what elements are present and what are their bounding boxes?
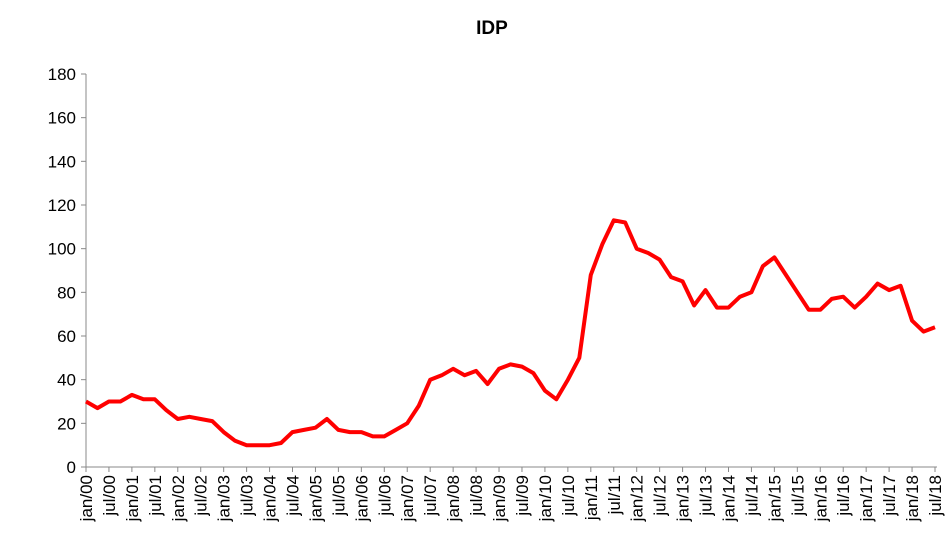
x-tick-label: jul/11 — [605, 475, 624, 515]
x-tick-label: jul/05 — [329, 475, 348, 517]
x-tick-label: jul/07 — [421, 475, 440, 517]
x-tick-label: jul/14 — [742, 475, 761, 517]
x-tick-label: jan/17 — [857, 475, 876, 522]
y-tick-label: 80 — [57, 283, 76, 302]
y-tick-label: 120 — [48, 196, 76, 215]
x-tick-label: jul/18 — [926, 475, 945, 517]
x-tick-label: jan/14 — [719, 475, 738, 522]
x-tick-label: jul/13 — [697, 475, 716, 517]
x-tick-label: jul/15 — [788, 475, 807, 517]
x-tick-label: jan/12 — [628, 475, 647, 522]
x-tick-label: jul/03 — [238, 475, 257, 517]
x-tick-label: jan/09 — [490, 475, 509, 522]
x-tick-label: jul/01 — [146, 475, 165, 517]
x-tick-label: jan/00 — [77, 475, 96, 522]
x-tick-label: jul/00 — [100, 475, 119, 517]
x-tick-label: jan/15 — [765, 475, 784, 522]
x-tick-label: jan/11 — [582, 475, 601, 521]
y-tick-label: 100 — [48, 240, 76, 259]
y-tick-label: 60 — [57, 327, 76, 346]
x-tick-label: jan/13 — [674, 475, 693, 522]
x-tick-label: jul/10 — [559, 475, 578, 517]
x-tick-label: jan/01 — [123, 475, 142, 522]
y-tick-label: 180 — [48, 65, 76, 84]
line-series — [85, 218, 936, 448]
y-tick-label: 20 — [57, 414, 76, 433]
x-tick-label: jul/02 — [192, 475, 211, 517]
x-tick-label: jan/05 — [306, 475, 325, 522]
x-tick-label: jul/09 — [513, 475, 532, 517]
x-tick-label: jan/16 — [811, 475, 830, 522]
x-tick-label: jan/08 — [444, 475, 463, 522]
chart-title: IDP — [476, 18, 508, 39]
y-tick-label: 40 — [57, 371, 76, 390]
x-tick-label: jan/06 — [352, 475, 371, 522]
x-tick-label: jan/07 — [398, 475, 417, 522]
x-tick-label: jan/02 — [169, 475, 188, 522]
x-tick-label: jul/08 — [467, 475, 486, 517]
x-tick-label: jan/03 — [215, 475, 234, 522]
y-tick-label: 140 — [48, 152, 76, 171]
y-tick-label: 0 — [67, 458, 76, 477]
x-tick-label: jul/04 — [284, 475, 303, 517]
x-tick-label: jul/12 — [651, 475, 670, 517]
x-tick-label: jul/16 — [834, 475, 853, 517]
y-tick-label: 160 — [48, 109, 76, 128]
x-tick-label: jan/18 — [903, 475, 922, 522]
x-tick-label: jul/06 — [375, 475, 394, 517]
x-tick-label: jul/17 — [880, 475, 899, 517]
x-tick-label: jan/04 — [261, 475, 280, 522]
x-tick-label: jan/10 — [536, 475, 555, 522]
